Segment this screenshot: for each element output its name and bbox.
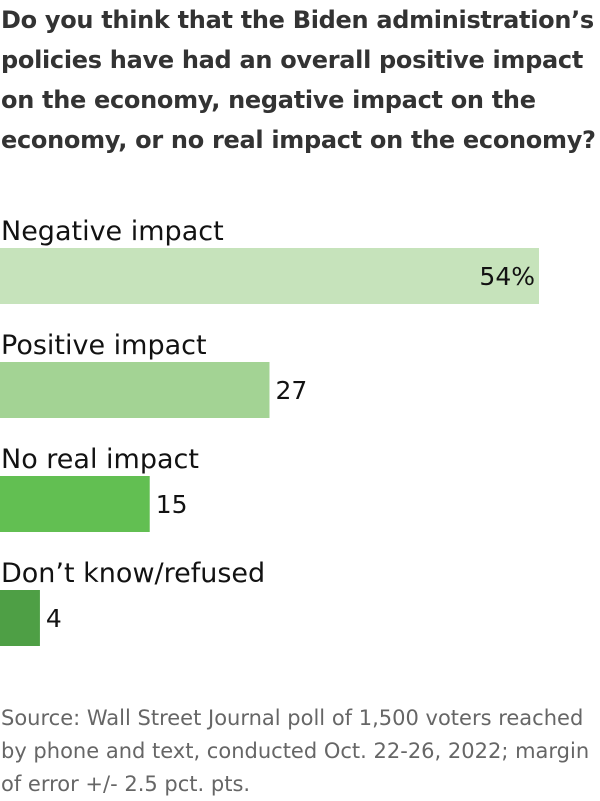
bar: [0, 476, 150, 532]
category-label: No real impact: [1, 444, 199, 475]
value-label: 54%: [479, 262, 535, 291]
category-label: Don’t know/refused: [1, 558, 265, 589]
chart-title: Do you think that the Biden administrati…: [1, 6, 596, 154]
bar: [0, 590, 40, 646]
bar: [0, 248, 539, 304]
bars-layer: Negative impact 54% Positive impact 27 No re…: [0, 216, 539, 646]
value-label: 15: [156, 490, 188, 519]
category-label: Positive impact: [1, 330, 207, 361]
value-label: 27: [276, 376, 308, 405]
category-label: Negative impact: [1, 216, 224, 247]
bar: [0, 362, 270, 418]
value-label: 4: [46, 604, 62, 633]
source-note: Source: Wall Street Journal poll of 1,50…: [1, 706, 590, 796]
